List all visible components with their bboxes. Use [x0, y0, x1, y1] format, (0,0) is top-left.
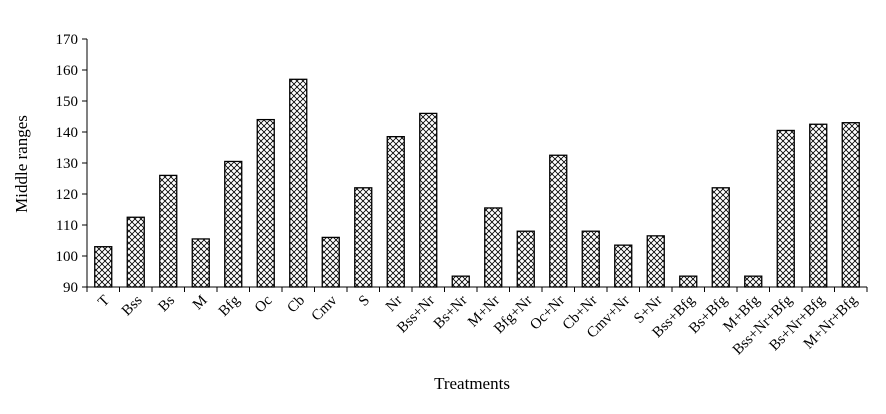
x-tick-label: S: [356, 293, 373, 310]
bar: [711, 187, 730, 288]
x-tick-label: Cmv: [309, 292, 341, 324]
bar: [94, 246, 113, 288]
y-tick-label: 140: [56, 125, 79, 141]
x-tick-label: Nr: [383, 293, 406, 316]
x-axis: T Bss Bs M Bfg Oc Cb Cmv S NrBss+NrBs+NrM+NrBfg+N…: [86, 286, 868, 358]
y-tick-label: 100: [56, 249, 79, 265]
bar: [809, 123, 828, 288]
bar: [159, 174, 178, 288]
y-tick-label: 120: [56, 187, 79, 203]
y-tick-label: 160: [56, 63, 79, 79]
y-tick-label: 150: [56, 94, 79, 110]
bar: [354, 187, 373, 288]
bars: [94, 78, 860, 288]
y-axis-title: Middle ranges: [12, 115, 31, 213]
bar: [679, 275, 698, 288]
bar: [224, 160, 243, 288]
bar: [256, 118, 275, 288]
bar: [776, 129, 795, 288]
bar: [484, 207, 503, 288]
y-axis: 90 100 110 120 130 140 150 160 170: [56, 32, 88, 296]
bar: [841, 122, 860, 288]
y-tick-label: 110: [56, 218, 78, 234]
bar: [646, 235, 665, 288]
bar: [549, 154, 568, 288]
bar: [126, 216, 145, 288]
bar: [289, 78, 308, 288]
x-tick-label: Oc: [252, 292, 276, 316]
x-tick-label: T: [95, 293, 113, 311]
x-tick-label: Bs+Nr: [431, 293, 471, 333]
bar: [581, 230, 600, 288]
y-tick-label: 130: [56, 156, 79, 172]
bar: [451, 275, 470, 288]
bar: [321, 236, 340, 288]
y-tick-label: 170: [56, 32, 79, 48]
x-tick-label: Bs: [156, 292, 179, 315]
bar: [744, 275, 763, 288]
bar: [191, 238, 210, 288]
x-tick-label: Cb: [284, 293, 308, 317]
x-axis-title: Treatments: [434, 374, 510, 393]
bar: [419, 112, 438, 288]
x-tick-label: Oc+Nr: [527, 293, 568, 334]
x-tick-label: Bss: [119, 292, 146, 319]
x-tick-label: Bfg: [216, 292, 244, 320]
x-tick-label: M: [190, 293, 211, 314]
bar: [516, 230, 535, 288]
bar: [386, 135, 405, 288]
bar: [614, 244, 633, 288]
y-tick-label: 90: [63, 280, 78, 296]
